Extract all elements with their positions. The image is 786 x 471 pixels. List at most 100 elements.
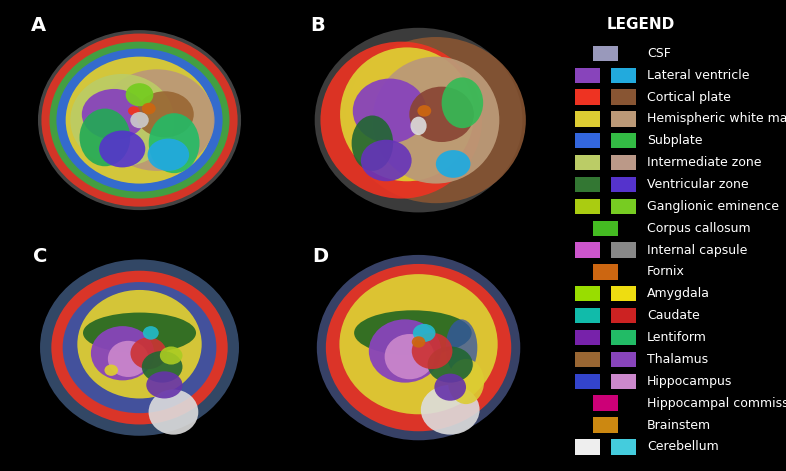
FancyBboxPatch shape xyxy=(612,155,636,171)
Ellipse shape xyxy=(99,69,215,171)
Ellipse shape xyxy=(317,255,520,440)
Ellipse shape xyxy=(141,351,182,382)
Ellipse shape xyxy=(77,290,202,398)
Ellipse shape xyxy=(79,109,130,166)
Ellipse shape xyxy=(314,28,523,212)
FancyBboxPatch shape xyxy=(575,177,600,192)
Ellipse shape xyxy=(412,333,453,369)
Ellipse shape xyxy=(66,57,213,184)
Text: Ventricular zone: Ventricular zone xyxy=(647,178,749,191)
Ellipse shape xyxy=(351,115,393,171)
Text: C: C xyxy=(33,247,48,266)
Text: Cerebellum: Cerebellum xyxy=(647,440,719,454)
Ellipse shape xyxy=(83,313,196,353)
FancyBboxPatch shape xyxy=(575,286,600,301)
Ellipse shape xyxy=(108,341,149,377)
Ellipse shape xyxy=(413,324,435,342)
Ellipse shape xyxy=(384,334,435,379)
Text: Thalamus: Thalamus xyxy=(647,353,708,366)
FancyBboxPatch shape xyxy=(612,177,636,192)
Ellipse shape xyxy=(446,319,477,376)
Ellipse shape xyxy=(50,41,230,199)
Ellipse shape xyxy=(146,371,182,398)
FancyBboxPatch shape xyxy=(575,243,600,258)
Ellipse shape xyxy=(136,91,194,138)
Ellipse shape xyxy=(326,264,511,431)
Ellipse shape xyxy=(321,41,482,199)
Text: Hemispheric white matter: Hemispheric white matter xyxy=(647,113,786,125)
FancyBboxPatch shape xyxy=(575,308,600,324)
Text: Ganglionic eminence: Ganglionic eminence xyxy=(647,200,779,213)
Ellipse shape xyxy=(340,274,498,414)
Ellipse shape xyxy=(148,138,189,171)
Text: Hippocampus: Hippocampus xyxy=(647,375,733,388)
Text: Caudate: Caudate xyxy=(647,309,700,322)
Ellipse shape xyxy=(412,336,425,348)
Text: LEGEND: LEGEND xyxy=(607,17,675,32)
Ellipse shape xyxy=(417,105,432,117)
FancyBboxPatch shape xyxy=(575,111,600,127)
FancyBboxPatch shape xyxy=(612,330,636,345)
Ellipse shape xyxy=(373,57,499,184)
FancyBboxPatch shape xyxy=(593,396,618,411)
Ellipse shape xyxy=(354,310,472,356)
FancyBboxPatch shape xyxy=(612,439,636,455)
Ellipse shape xyxy=(353,79,427,143)
FancyBboxPatch shape xyxy=(612,374,636,389)
FancyBboxPatch shape xyxy=(612,243,636,258)
Ellipse shape xyxy=(128,106,140,115)
FancyBboxPatch shape xyxy=(575,330,600,345)
FancyBboxPatch shape xyxy=(612,67,636,83)
Text: Lentiform: Lentiform xyxy=(647,331,707,344)
Ellipse shape xyxy=(340,48,474,181)
Text: Internal capsule: Internal capsule xyxy=(647,244,747,257)
Ellipse shape xyxy=(442,77,483,128)
Ellipse shape xyxy=(421,385,479,435)
Ellipse shape xyxy=(63,282,216,413)
Ellipse shape xyxy=(51,271,228,424)
Ellipse shape xyxy=(435,374,466,401)
FancyBboxPatch shape xyxy=(575,439,600,455)
FancyBboxPatch shape xyxy=(575,67,600,83)
FancyBboxPatch shape xyxy=(612,111,636,127)
Ellipse shape xyxy=(448,359,484,404)
Ellipse shape xyxy=(149,390,198,435)
Text: Intermediate zone: Intermediate zone xyxy=(647,156,762,169)
FancyBboxPatch shape xyxy=(575,199,600,214)
Ellipse shape xyxy=(91,326,154,381)
Ellipse shape xyxy=(42,33,237,207)
Ellipse shape xyxy=(38,30,241,210)
FancyBboxPatch shape xyxy=(593,264,618,280)
Ellipse shape xyxy=(149,113,200,173)
Text: Cortical plate: Cortical plate xyxy=(647,90,731,104)
Ellipse shape xyxy=(160,347,182,365)
FancyBboxPatch shape xyxy=(575,155,600,171)
Text: D: D xyxy=(312,247,329,266)
FancyBboxPatch shape xyxy=(612,352,636,367)
Ellipse shape xyxy=(361,140,412,181)
FancyBboxPatch shape xyxy=(612,133,636,148)
FancyBboxPatch shape xyxy=(575,374,600,389)
Ellipse shape xyxy=(130,112,149,128)
Text: Corpus callosum: Corpus callosum xyxy=(647,222,751,235)
Text: Amygdala: Amygdala xyxy=(647,287,710,300)
FancyBboxPatch shape xyxy=(612,308,636,324)
FancyBboxPatch shape xyxy=(593,220,618,236)
Ellipse shape xyxy=(40,260,239,436)
FancyBboxPatch shape xyxy=(612,89,636,105)
Ellipse shape xyxy=(143,326,159,340)
Text: Hippocampal commissure: Hippocampal commissure xyxy=(647,397,786,410)
Text: Brainstem: Brainstem xyxy=(647,419,711,431)
Text: CSF: CSF xyxy=(647,47,671,60)
Text: Fornix: Fornix xyxy=(647,266,685,278)
Ellipse shape xyxy=(428,347,473,382)
FancyBboxPatch shape xyxy=(575,89,600,105)
Text: Lateral ventricle: Lateral ventricle xyxy=(647,69,750,81)
Ellipse shape xyxy=(105,365,118,376)
Text: A: A xyxy=(31,16,46,35)
FancyBboxPatch shape xyxy=(612,286,636,301)
Ellipse shape xyxy=(82,89,146,140)
FancyBboxPatch shape xyxy=(593,46,618,61)
FancyBboxPatch shape xyxy=(575,352,600,367)
Ellipse shape xyxy=(436,150,471,178)
